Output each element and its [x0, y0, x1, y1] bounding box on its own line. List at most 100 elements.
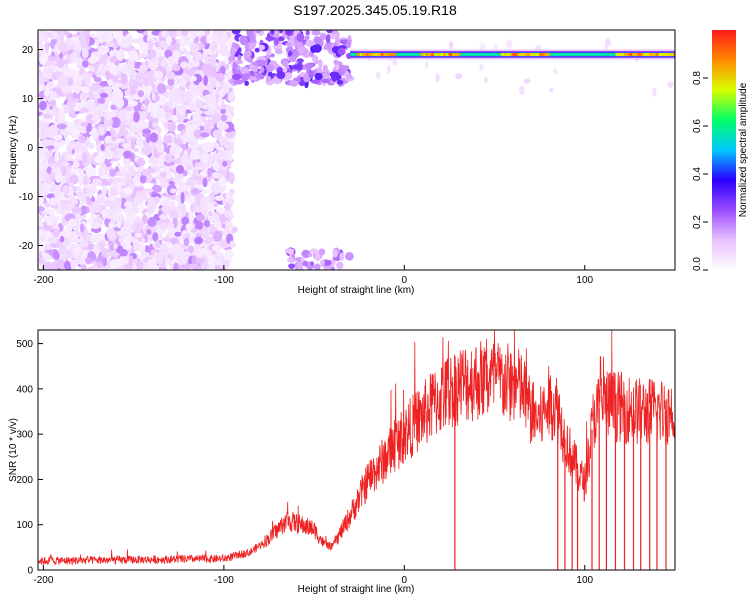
spectrogram-cell: [134, 94, 140, 101]
spectrogram-cell: [124, 157, 130, 170]
spectrogram-cell: [156, 83, 167, 94]
spectrogram-cell: [228, 87, 233, 93]
spectrogram-cell: [309, 261, 315, 266]
spectrogram-cell: [126, 93, 133, 103]
spectrogram-cell: [142, 214, 148, 224]
spectrogram-cell: [164, 49, 173, 59]
spectrogram-cell: [128, 136, 138, 142]
spectrogram-cell: [320, 259, 325, 266]
spectrogram-cell: [424, 61, 429, 69]
spectrogram-cell: [255, 30, 262, 34]
spectrogram-cell: [56, 123, 67, 130]
spectrogram-cell: [156, 142, 165, 153]
spectrogram-cell: [329, 71, 340, 78]
spectrogram-cell: [190, 150, 199, 160]
spectrogram-cell: [215, 72, 225, 82]
spectrogram-cell: [151, 184, 162, 193]
spectrogram-cell: [137, 90, 144, 98]
spectrogram-cell: [200, 188, 211, 194]
spectrogram-cell: [168, 55, 176, 62]
spectrogram-cell: [201, 63, 213, 76]
spectrogram-cell: [192, 60, 200, 68]
spectrogram-cell: [234, 59, 244, 65]
spectrogram-cell: [72, 198, 79, 206]
spectrogram-cell: [161, 199, 172, 207]
spectrogram-cell: [180, 61, 189, 69]
spectrogram-cell: [39, 100, 47, 111]
spectrogram-cell: [182, 253, 192, 259]
spectrogram-cell: [148, 62, 156, 70]
spectrogram-cell: [202, 104, 210, 110]
spectrogram-cell: [336, 79, 344, 85]
spectrogram-cell: [110, 116, 121, 129]
spectrogram-cell: [71, 264, 76, 270]
spectrogram-cell: [106, 228, 116, 239]
spectrogram-cell: [127, 69, 137, 76]
spectrogram-cell: [91, 178, 102, 186]
x-tick-label: 100: [576, 275, 593, 286]
spectrogram-cell: [105, 41, 116, 47]
spectrogram-cell: [98, 102, 109, 111]
spectrogram-cell: [670, 52, 674, 57]
spectrogram-cell: [604, 38, 611, 47]
spectrogram-cell: [115, 217, 126, 223]
x-tick-label: 0: [402, 575, 408, 586]
spectrogram-cell: [651, 87, 657, 97]
spectrogram-cell: [112, 259, 123, 267]
spectrogram-cell: [387, 64, 391, 75]
spectrogram-cell: [549, 87, 554, 93]
spectrogram-cell: [120, 72, 128, 85]
spectrogram-cell: [155, 252, 164, 265]
y-tick-label: -10: [19, 192, 34, 203]
spectrogram-cell: [98, 134, 106, 141]
spectrogram-cell: [143, 190, 148, 203]
y-tick-label: 100: [16, 520, 33, 531]
spectrogram-cell: [147, 39, 154, 51]
spectrogram-cell: [277, 36, 285, 42]
spectrogram-cell: [229, 240, 236, 249]
spectrogram-cell: [300, 71, 305, 78]
spectrogram-cell: [220, 114, 228, 122]
spectrogram-cell: [152, 56, 159, 66]
spectrogram-cell: [38, 31, 42, 42]
spectrogram-cell: [126, 61, 135, 70]
spectrogram-cell: [217, 176, 227, 187]
spectrogram-cell: [318, 59, 323, 69]
spectrogram-cell: [51, 30, 58, 38]
spectrogram-cell: [59, 235, 65, 243]
spectrogram-cell: [219, 135, 224, 148]
spectrogram-cell: [332, 249, 338, 258]
x-tick-label: -200: [33, 275, 53, 286]
spectrogram-cell: [159, 171, 168, 178]
spectrogram-cell: [162, 251, 169, 257]
spectrogram-cell: [228, 56, 234, 62]
spectrogram-cell: [161, 237, 172, 242]
spectrogram-cell: [222, 149, 232, 160]
spectrogram-cell: [187, 196, 196, 205]
spectrogram-cell: [108, 223, 116, 228]
spectrogram-cell: [47, 126, 53, 132]
spectrogram-cell: [86, 234, 92, 242]
spectrogram-cell: [119, 42, 130, 48]
spectrogram-cell: [227, 90, 235, 102]
spectrogram-cell: [61, 162, 70, 167]
spectrogram-cell: [180, 104, 187, 113]
spectrogram-cell: [174, 95, 184, 104]
spectrogram-cell: [68, 142, 80, 149]
spectrogram-cell: [187, 57, 192, 67]
spectrogram-cell: [139, 194, 145, 201]
spectrogram-cell: [249, 33, 256, 44]
spectrogram-cell: [308, 70, 314, 79]
spectrogram-cell: [62, 184, 70, 195]
spectrogram-cell: [157, 267, 168, 270]
spectrogram-cell: [72, 244, 81, 256]
figure-title: S197.2025.345.05.19.R18: [293, 2, 457, 18]
spectrogram-cell: [185, 232, 191, 239]
spectrogram-cell: [172, 64, 181, 72]
spectrogram-cell: [203, 219, 211, 228]
spectrogram-cell: [179, 42, 186, 52]
spectrogram-cell: [145, 244, 150, 255]
spectrogram-cell: [114, 97, 125, 109]
spectrogram-cell: [119, 128, 129, 137]
spectrogram-cell: [305, 39, 315, 47]
